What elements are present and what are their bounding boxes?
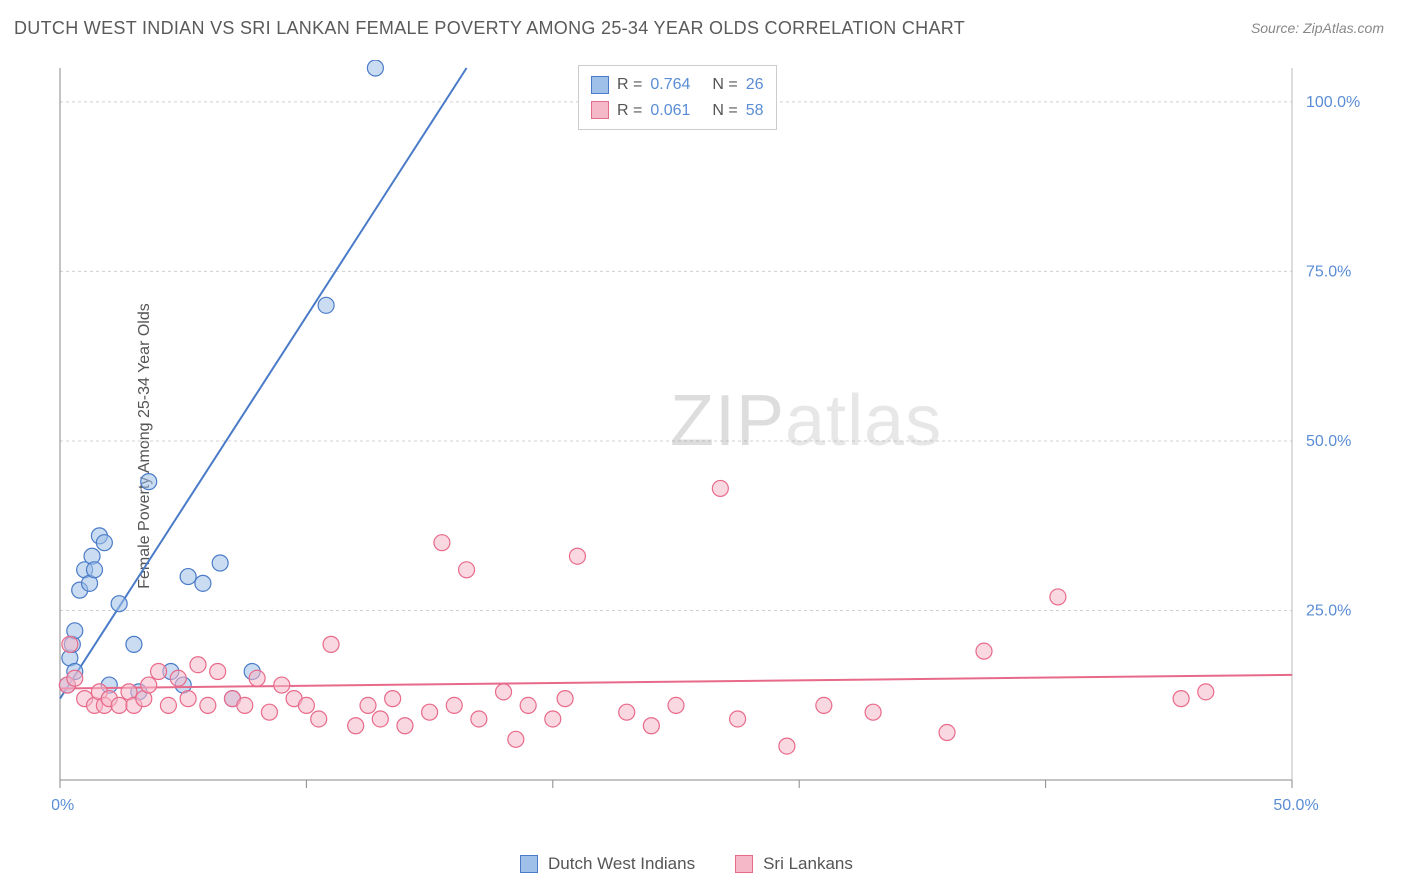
correlation-legend: R = 0.764 N = 26 R = 0.061 N = 58: [578, 65, 777, 130]
series-legend-label: Dutch West Indians: [548, 854, 695, 874]
chart-title: DUTCH WEST INDIAN VS SRI LANKAN FEMALE P…: [14, 18, 965, 39]
legend-swatch: [591, 76, 609, 94]
correlation-legend-row: R = 0.764 N = 26: [591, 72, 764, 98]
r-label: R =: [617, 72, 642, 98]
svg-text:100.0%: 100.0%: [1306, 94, 1360, 111]
svg-text:75.0%: 75.0%: [1306, 263, 1351, 280]
legend-swatch: [591, 101, 609, 119]
scatter-plot-svg: 25.0% 50.0% 75.0% 100.0% 0.0% 50.0%: [52, 60, 1372, 820]
r-value: 0.061: [650, 98, 690, 124]
svg-text:50.0%: 50.0%: [1306, 433, 1351, 450]
n-label: N =: [712, 98, 737, 124]
series-legend-item: Sri Lankans: [735, 854, 853, 874]
series-legend-item: Dutch West Indians: [520, 854, 695, 874]
r-label: R =: [617, 98, 642, 124]
svg-text:25.0%: 25.0%: [1306, 602, 1351, 619]
chart-area: 25.0% 50.0% 75.0% 100.0% 0.0% 50.0%: [52, 60, 1372, 820]
r-value: 0.764: [650, 72, 690, 98]
n-value: 26: [746, 72, 764, 98]
legend-swatch: [520, 855, 538, 873]
correlation-legend-row: R = 0.061 N = 58: [591, 98, 764, 124]
svg-text:0.0%: 0.0%: [52, 797, 74, 814]
source-attribution: Source: ZipAtlas.com: [1251, 20, 1384, 36]
n-value: 58: [746, 98, 764, 124]
legend-swatch: [735, 855, 753, 873]
n-label: N =: [712, 72, 737, 98]
series-legend-label: Sri Lankans: [763, 854, 853, 874]
series-legend: Dutch West Indians Sri Lankans: [520, 854, 853, 874]
svg-text:50.0%: 50.0%: [1273, 797, 1318, 814]
